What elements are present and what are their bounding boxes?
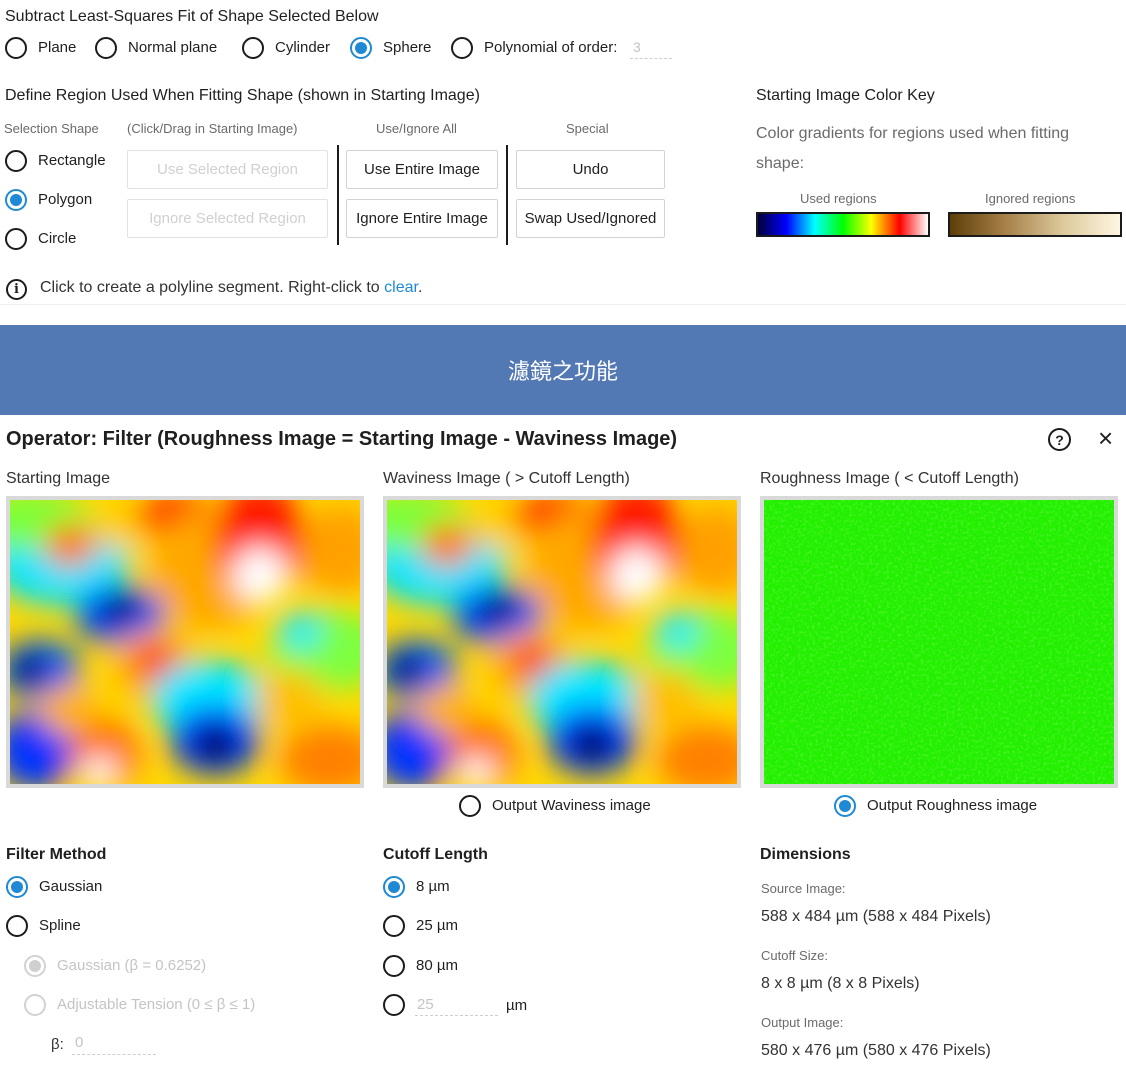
cutoff-custom-unit: µm: [506, 997, 528, 1014]
help-icon[interactable]: ?: [1048, 428, 1071, 451]
gaussian-label: Gaussian: [39, 878, 103, 895]
beta-label: β:: [51, 1036, 64, 1053]
roughness-image-label: Roughness Image ( < Cutoff Length): [760, 470, 1019, 487]
waviness-image-label: Waviness Image ( > Cutoff Length): [383, 470, 630, 487]
cutoff-80-label: 80 µm: [416, 957, 458, 974]
starting-image[interactable]: [6, 496, 364, 788]
circle-label: Circle: [38, 230, 77, 247]
close-icon[interactable]: ×: [1098, 423, 1114, 453]
source-image-value: 588 x 484 µm (588 x 484 Pixels): [761, 908, 991, 925]
waviness-image[interactable]: [383, 496, 741, 788]
starting-image-label: Starting Image: [6, 470, 111, 487]
use-ignore-header: Use/Ignore All: [376, 121, 457, 136]
use-entire-image-button[interactable]: Use Entire Image: [346, 150, 498, 189]
cutoff-length-title: Cutoff Length: [383, 846, 488, 863]
feature-banner: 濾鏡之功能: [0, 325, 1126, 415]
swap-used-ignored-button[interactable]: Swap Used/Ignored: [516, 199, 665, 238]
dimensions-title: Dimensions: [760, 846, 851, 863]
spline-adjustable-radio[interactable]: [24, 994, 46, 1016]
cutoff-25-label: 25 µm: [416, 917, 458, 934]
cutoff-25-radio[interactable]: [383, 915, 405, 937]
polygon-label: Polygon: [38, 191, 93, 208]
ignore-selected-region-button[interactable]: Ignore Selected Region: [127, 199, 328, 238]
special-header: Special: [566, 121, 609, 136]
polygon-radio[interactable]: [5, 189, 27, 211]
cylinder-label: Cylinder: [275, 39, 331, 56]
roughness-heatmap: [764, 500, 1114, 784]
hint-text: Click to create a polyline segment. Righ…: [40, 279, 422, 297]
divider: [337, 145, 339, 245]
polynomial-label: Polynomial of order:: [484, 39, 618, 56]
beta-underline: [72, 1054, 156, 1055]
use-selected-region-button[interactable]: Use Selected Region: [127, 150, 328, 189]
rectangle-label: Rectangle: [38, 152, 106, 169]
undo-button[interactable]: Undo: [516, 150, 665, 189]
polynomial-radio[interactable]: [451, 37, 473, 59]
hint-suffix: .: [417, 279, 423, 296]
region-title: Define Region Used When Fitting Shape (s…: [5, 87, 480, 104]
cutoff-8-label: 8 µm: [416, 878, 450, 895]
plane-radio[interactable]: [5, 37, 27, 59]
operator-title: Operator: Filter (Roughness Image = Star…: [6, 428, 678, 450]
source-image-label: Source Image:: [761, 881, 846, 896]
cutoff-custom-radio[interactable]: [383, 994, 405, 1016]
spline-label: Spline: [39, 917, 81, 934]
ignored-regions-label: Ignored regions: [985, 191, 1076, 206]
shape-fit-title: Subtract Least-Squares Fit of Shape Sele…: [5, 8, 379, 25]
output-waviness-label: Output Waviness image: [492, 797, 651, 814]
banner-text: 濾鏡之功能: [507, 360, 618, 385]
starting-heatmap: [10, 500, 360, 784]
spline-radio[interactable]: [6, 915, 28, 937]
beta-input[interactable]: 0: [75, 1034, 84, 1051]
circle-radio[interactable]: [5, 228, 27, 250]
click-drag-header: (Click/Drag in Starting Image): [127, 121, 298, 136]
normal-plane-label: Normal plane: [128, 39, 218, 56]
selection-shape-header: Selection Shape: [4, 121, 99, 136]
polynomial-order-underline: [630, 58, 672, 59]
polynomial-order-input[interactable]: 3: [633, 39, 641, 55]
rectangle-radio[interactable]: [5, 150, 27, 172]
waviness-heatmap: [387, 500, 737, 784]
gaussian-radio[interactable]: [6, 876, 28, 898]
ignored-regions-gradient: [948, 212, 1122, 237]
normal-plane-radio[interactable]: [95, 37, 117, 59]
used-regions-label: Used regions: [800, 191, 877, 206]
info-icon: i: [6, 279, 27, 300]
color-key-title: Starting Image Color Key: [756, 87, 935, 104]
divider: [506, 145, 508, 245]
spline-gaussian-label: Gaussian (β = 0.6252): [57, 957, 207, 974]
output-roughness-radio[interactable]: [834, 795, 856, 817]
cylinder-radio[interactable]: [242, 37, 264, 59]
output-waviness-radio[interactable]: [459, 795, 481, 817]
spline-adjustable-label: Adjustable Tension (0 ≤ β ≤ 1): [57, 996, 256, 1013]
cutoff-custom-input[interactable]: 25: [417, 996, 434, 1013]
roughness-image[interactable]: [760, 496, 1118, 788]
spline-gaussian-radio[interactable]: [24, 955, 46, 977]
sphere-label: Sphere: [383, 39, 432, 56]
output-roughness-label: Output Roughness image: [867, 797, 1038, 814]
cutoff-size-value: 8 x 8 µm (8 x 8 Pixels): [761, 975, 920, 992]
section-divider: [0, 304, 1126, 305]
hint-prefix: Click to create a polyline segment. Righ…: [40, 279, 385, 296]
cutoff-80-radio[interactable]: [383, 955, 405, 977]
sphere-radio[interactable]: [350, 37, 372, 59]
plane-label: Plane: [38, 39, 77, 56]
output-image-value: 580 x 476 µm (580 x 476 Pixels): [761, 1042, 991, 1059]
clear-link[interactable]: clear: [384, 279, 418, 296]
cutoff-custom-underline: [415, 1015, 498, 1016]
used-regions-gradient: [756, 212, 930, 237]
output-image-label: Output Image:: [761, 1015, 844, 1030]
cutoff-8-radio[interactable]: [383, 876, 405, 898]
color-key-description: Color gradients for regions used when fi…: [756, 125, 1070, 172]
cutoff-size-label: Cutoff Size:: [761, 948, 828, 963]
ignore-entire-image-button[interactable]: Ignore Entire Image: [346, 199, 498, 238]
filter-method-title: Filter Method: [6, 846, 107, 863]
